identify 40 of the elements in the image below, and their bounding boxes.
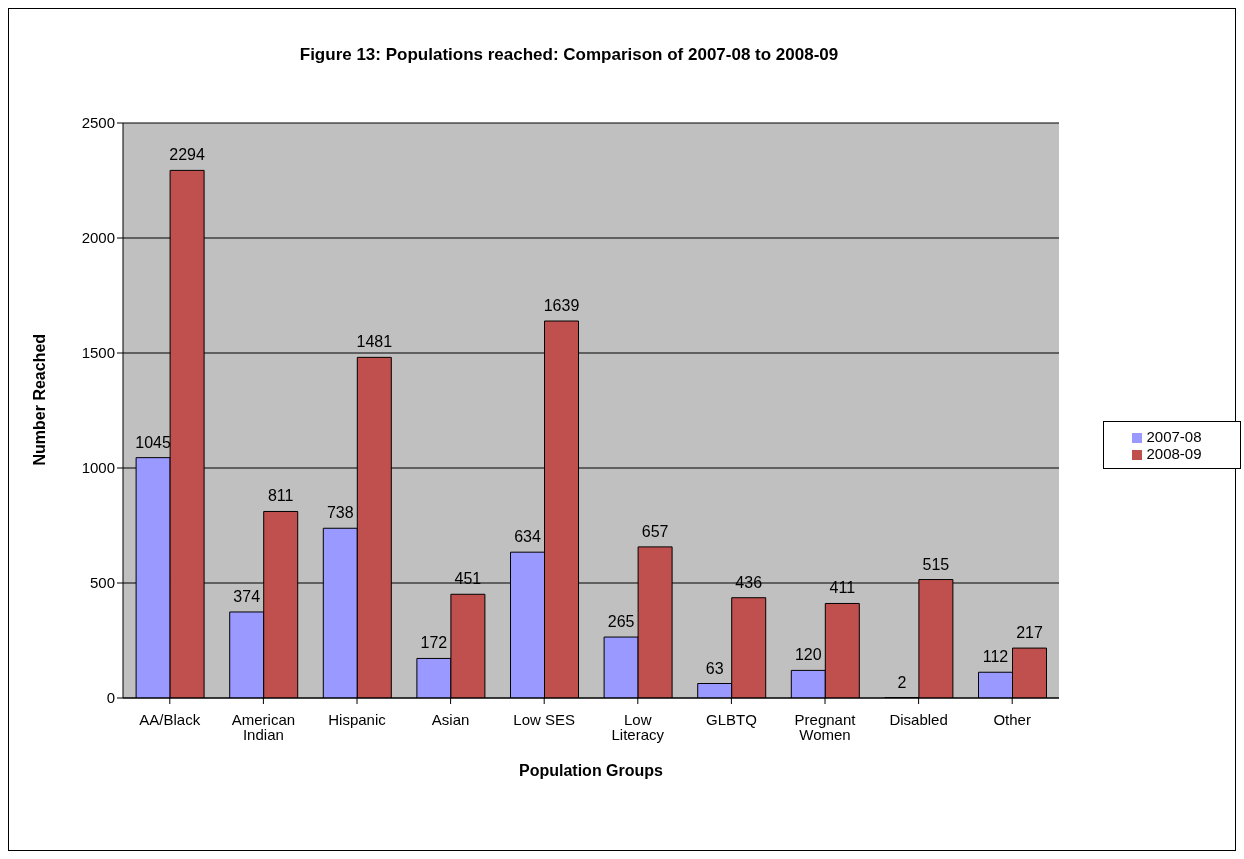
chart-title: Figure 13: Populations reached: Comparison of 2007-08 to 2008-09 xyxy=(298,45,840,65)
data-label: 515 xyxy=(922,555,950,573)
x-tick-label: Asian xyxy=(431,710,470,728)
data-label: 63 xyxy=(705,659,724,677)
y-tick-label: 1000 xyxy=(81,459,115,477)
x-tick-label: Pregnant Women xyxy=(794,710,857,743)
data-label: 120 xyxy=(794,646,822,664)
x-tick-label: Disabled xyxy=(889,710,948,728)
data-label: 436 xyxy=(735,573,763,591)
data-label: 811 xyxy=(267,487,294,505)
x-tick-label: GLBTQ xyxy=(705,710,757,728)
x-tick-label: Other xyxy=(993,710,1031,728)
legend-label: 2008-09 xyxy=(1146,445,1202,462)
legend-label: 2007-08 xyxy=(1146,428,1202,445)
data-label: 657 xyxy=(641,522,669,540)
data-label: 2294 xyxy=(169,146,205,164)
data-label: 1639 xyxy=(543,297,580,315)
data-label: 172 xyxy=(420,634,448,652)
data-label: 411 xyxy=(829,579,856,597)
y-tick-label: 2000 xyxy=(81,229,115,247)
y-tick-label: 1500 xyxy=(81,344,115,362)
x-tick-label: Low SES xyxy=(513,710,576,728)
data-label: 451 xyxy=(454,570,482,588)
y-axis-title: Number Reached xyxy=(30,333,48,466)
y-tick-label: 0 xyxy=(106,689,115,707)
x-tick-label: Low Literacy xyxy=(611,710,665,743)
x-tick-label: Hispanic xyxy=(328,710,387,728)
data-label: 1481 xyxy=(356,333,393,351)
data-label: 112 xyxy=(982,648,1009,666)
x-tick-label: American Indian xyxy=(231,710,296,743)
data-label: 2 xyxy=(897,673,907,691)
data-label: 374 xyxy=(233,587,261,605)
x-tick-label: AA/Black xyxy=(139,710,201,728)
x-axis-title: Population Groups xyxy=(519,762,664,779)
y-tick-label: 500 xyxy=(89,574,115,592)
y-tick-label: 2500 xyxy=(81,114,115,132)
data-label: 217 xyxy=(1016,624,1043,642)
data-label: 634 xyxy=(514,528,541,546)
data-label: 265 xyxy=(607,613,635,631)
data-label: 738 xyxy=(326,504,354,522)
